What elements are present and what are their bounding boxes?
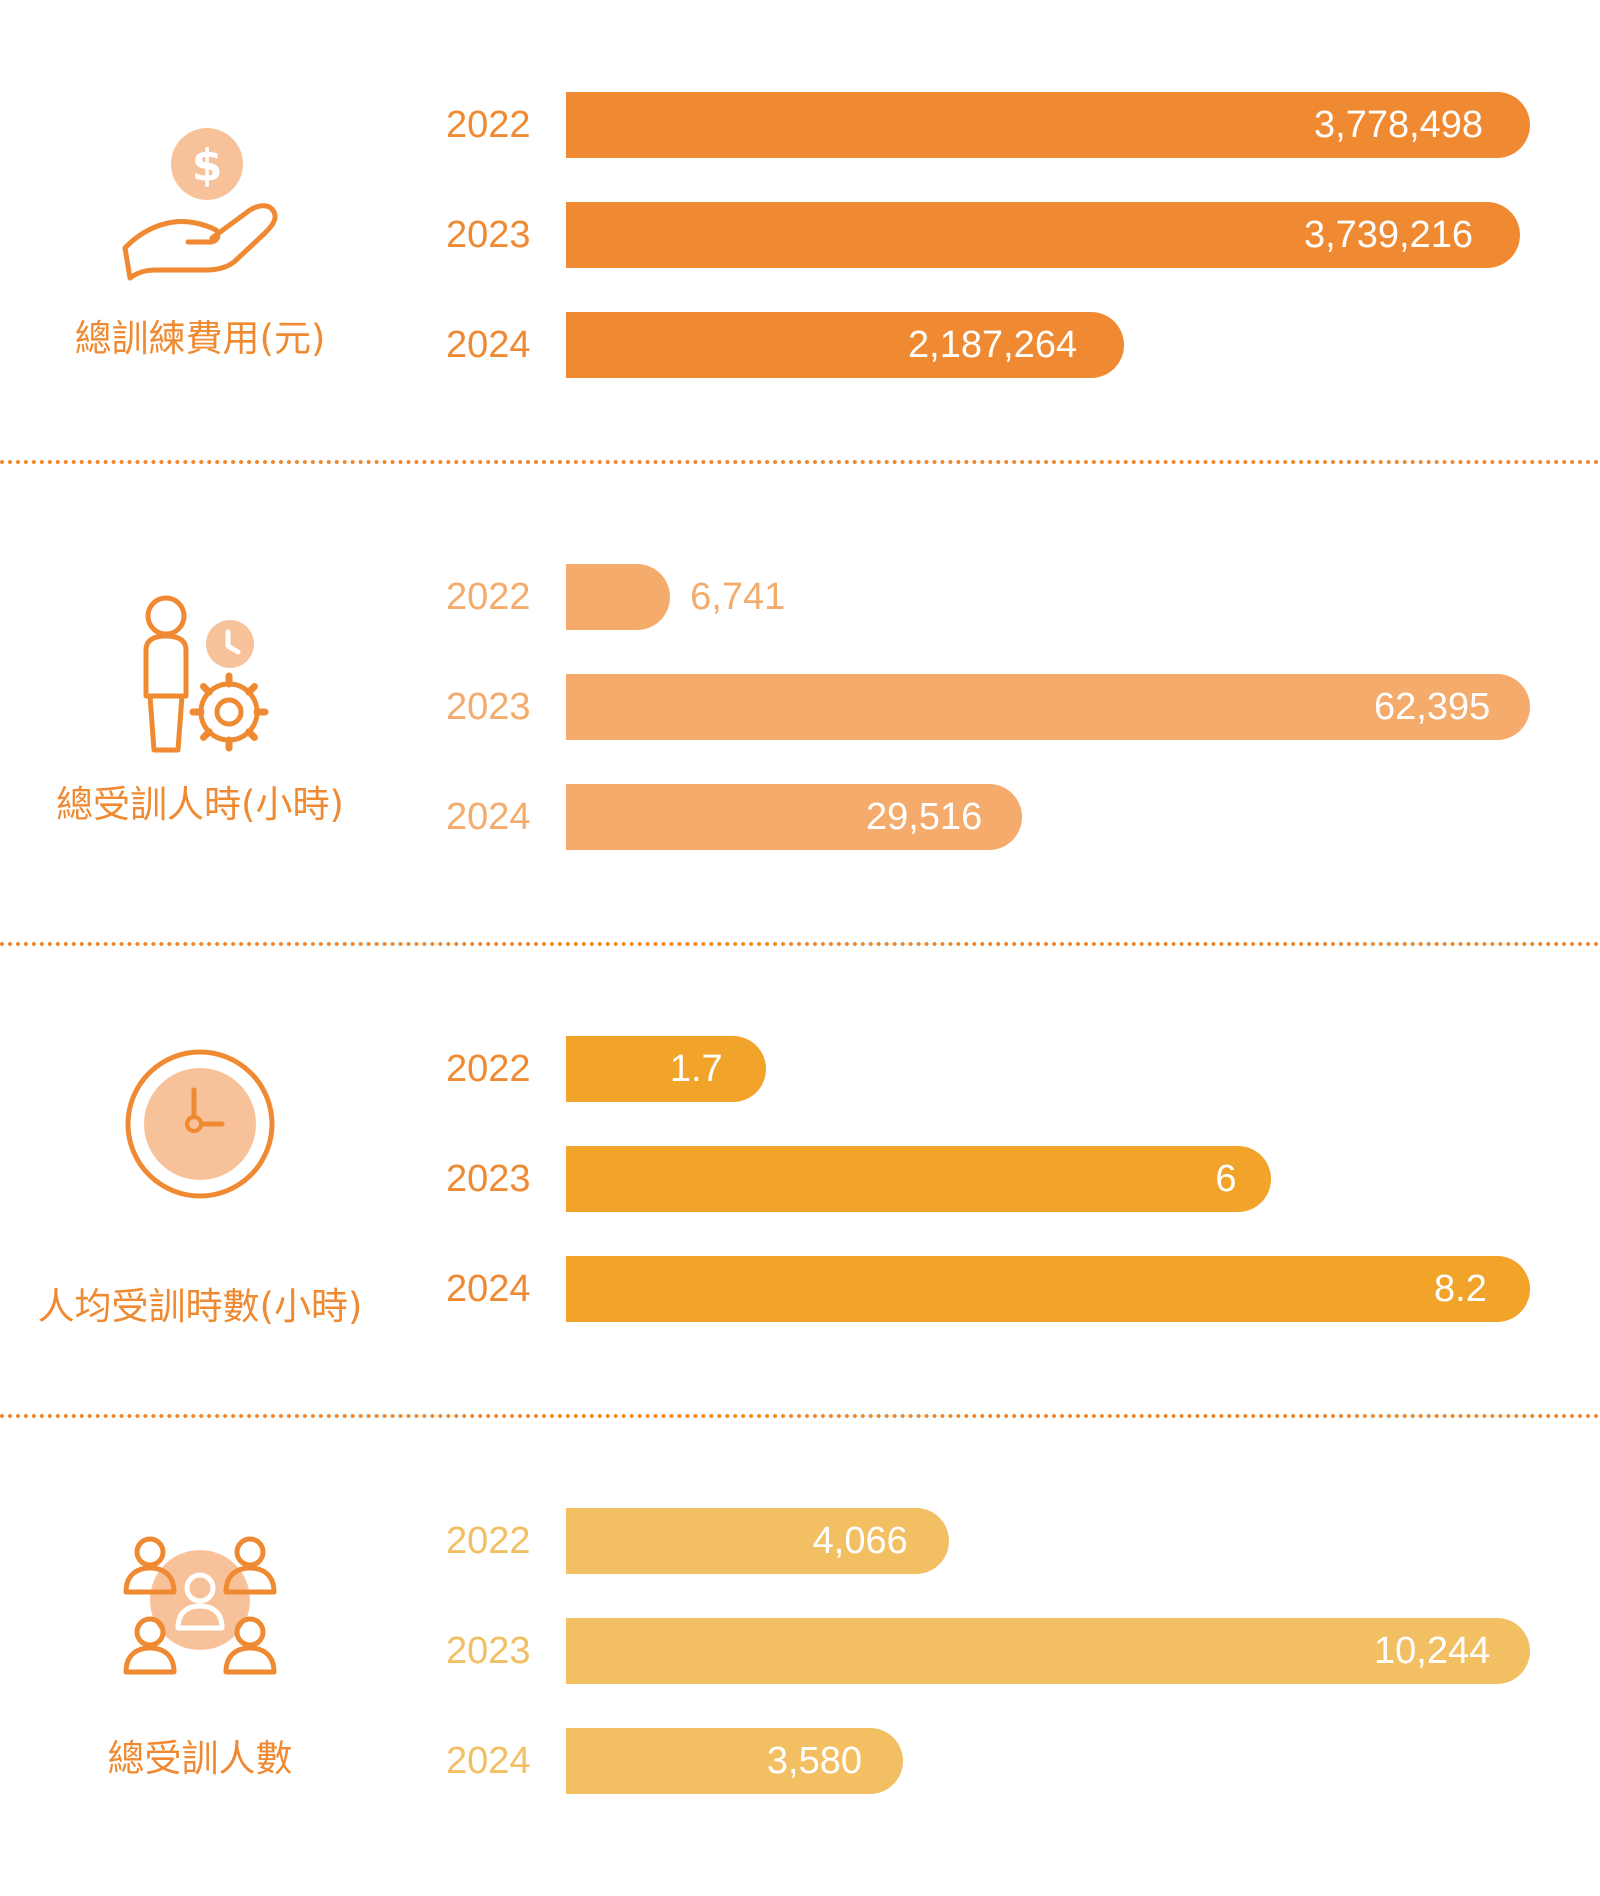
value-label-2022: 1.7 (669, 1048, 723, 1090)
bar-2022 (566, 1508, 949, 1574)
bar-2024 (566, 784, 1023, 850)
year-label-2023: 2023 (446, 686, 531, 728)
value-label-2022: 3,778,498 (1314, 104, 1484, 146)
bar-2022 (566, 564, 671, 630)
value-label-2022: 4,066 (812, 1520, 908, 1562)
bar-2023 (566, 1146, 1272, 1212)
bar-2024 (566, 1256, 1530, 1322)
metric-section-3: 人均受訓時數(小時) 2022 1.7 2023 6 2024 8.2 (0, 944, 1600, 1416)
year-label-2022: 2022 (446, 576, 531, 618)
value-label-2024: 29,516 (866, 796, 983, 838)
svg-text:$: $ (192, 140, 223, 191)
metric-label: 總受訓人數 (107, 1737, 293, 1780)
year-label-2022: 2022 (446, 1520, 531, 1562)
value-label-2024: 8.2 (1434, 1268, 1487, 1310)
value-label-2024: 2,187,264 (908, 324, 1078, 366)
metric-label: 總受訓人時(小時) (56, 783, 344, 826)
people-group-icon (123, 1536, 277, 1675)
year-label-2022: 2022 (446, 1048, 531, 1090)
bar-2022 (566, 1036, 766, 1102)
metric-section-1: $ 總訓練費用(元) 2022 3,778,498 2023 3,739,216 2024… (0, 0, 1600, 472)
bar-2023 (566, 674, 1530, 740)
hand-holding-coin-icon: $ (100, 100, 300, 300)
people-group-icon (100, 1516, 300, 1716)
bar-2023 (566, 1618, 1530, 1684)
bar-2024 (566, 1728, 903, 1794)
year-label-2024: 2024 (446, 1268, 531, 1310)
metric-label: 人均受訓時數(小時) (37, 1285, 363, 1328)
section-divider (0, 1414, 1600, 1418)
clock-icon (125, 1049, 275, 1199)
year-label-2022: 2022 (446, 104, 531, 146)
year-label-2023: 2023 (446, 1158, 531, 1200)
hand-holding-coin-icon: $ (122, 128, 278, 281)
metric-label: 總訓練費用(元) (74, 317, 326, 360)
value-label-2022: 6,741 (690, 576, 786, 618)
bar-2024 (566, 312, 1125, 378)
value-label-2023: 62,395 (1374, 686, 1491, 728)
clock-icon (100, 1044, 300, 1244)
metric-section-4: 總受訓人數 2022 4,066 2023 10,244 2024 3,580 (0, 1416, 1600, 1888)
person-clock-gear-icon (100, 572, 300, 772)
year-label-2023: 2023 (446, 214, 531, 256)
year-label-2024: 2024 (446, 1740, 531, 1782)
bar-2023 (566, 202, 1520, 268)
year-label-2024: 2024 (446, 796, 531, 838)
section-divider (0, 460, 1600, 464)
value-label-2023: 3,739,216 (1303, 214, 1474, 256)
value-label-2023: 10,244 (1374, 1630, 1491, 1672)
metric-section-2: 總受訓人時(小時) 2022 6,741 2023 62,395 2024 29,516 (0, 472, 1600, 944)
year-label-2024: 2024 (446, 324, 531, 366)
year-label-2023: 2023 (446, 1630, 531, 1672)
bar-2022 (566, 92, 1530, 158)
person-clock-gear-icon (143, 595, 269, 753)
section-divider (0, 942, 1600, 946)
value-label-2023: 6 (1215, 1158, 1237, 1200)
value-label-2024: 3,580 (766, 1740, 862, 1782)
